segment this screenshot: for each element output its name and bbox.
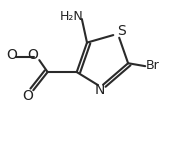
Text: S: S	[117, 24, 126, 38]
Text: O: O	[22, 89, 33, 103]
Text: N: N	[95, 83, 105, 97]
Text: O: O	[28, 48, 38, 62]
Text: O: O	[7, 48, 17, 62]
Text: Br: Br	[146, 59, 160, 72]
Text: H₂N: H₂N	[60, 10, 84, 23]
